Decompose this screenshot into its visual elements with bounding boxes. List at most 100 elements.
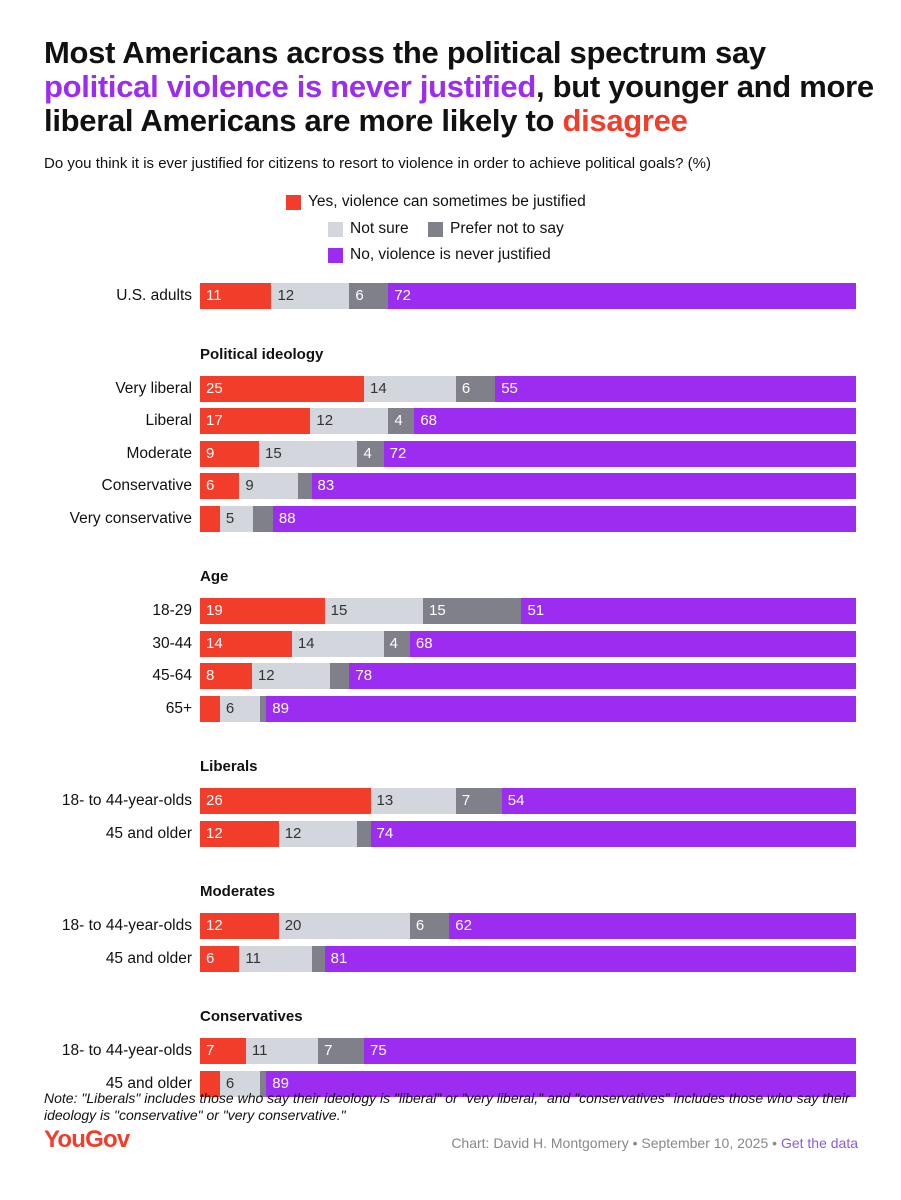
bar-segment-no [349,663,856,689]
data-label-no: 54 [507,792,525,809]
group-heading: Moderates [200,883,276,900]
bar-segment-prefer-not [259,695,267,722]
data-label-no: 51 [527,602,545,619]
data-label-yes: 25 [206,379,223,397]
bar-segment-not-sure [219,1070,260,1097]
legend-item-not-sure: Not sure [328,219,409,239]
bar-segment-not-sure [291,630,384,657]
bar-segment-no [266,1070,856,1097]
bar-segment-no [272,505,856,532]
row-label: Very liberal [115,379,192,397]
data-label-not-sure: 6 [225,1074,235,1092]
bar-segment-not-sure [310,408,389,434]
bar-segment-yes [200,473,240,499]
data-label-no: 68 [420,412,438,429]
bar-segment-no [266,695,856,722]
data-label-yes: 17 [206,412,223,429]
data-label-not-sure: 12 [277,287,295,304]
bar-segment-not-sure [219,505,253,532]
row-label: 65+ [165,699,192,717]
bar-segment-yes [200,913,279,939]
bar-segment-prefer-not [455,375,496,402]
bar-segment-yes [200,1070,220,1097]
bar-segment-not-sure [278,913,410,939]
data-label-yes: 19 [206,602,223,619]
legend-swatch-no [328,247,343,263]
chart-note: Note: "Liberals" includes those who say … [44,1090,850,1123]
data-label-no: 68 [415,634,433,652]
data-label-no: 83 [317,477,335,494]
bar-segment-yes [200,505,220,532]
bar-segment-no [311,473,856,499]
legend-swatch-yes [286,194,301,210]
bar-segment-prefer-not [357,820,371,847]
data-label-yes: 9 [206,444,215,462]
bar-segment-not-sure [324,598,424,624]
group-heading: Conservatives [200,1008,303,1025]
get-the-data-link[interactable]: Get the data [780,1135,858,1151]
group-heading: Political ideology [200,345,324,363]
data-label-not-sure: 6 [225,699,235,717]
row-label: 30-44 [152,634,192,652]
data-label-prefer-not: 7 [461,792,471,809]
data-label-prefer-not: 4 [389,634,399,652]
bar-segment-prefer-not [311,945,325,972]
bar-segment-yes [200,408,311,434]
bar-segment-no [409,630,856,657]
bar-segment-yes [200,630,292,657]
data-label-yes: 6 [206,949,215,967]
bar-segment-yes [200,695,220,722]
data-label-not-sure: 9 [245,477,254,494]
data-label-no: 75 [370,1042,387,1059]
row-label: Liberal [145,412,192,429]
bar-segment-prefer-not [298,473,312,499]
bar-segment-not-sure [259,440,358,467]
credit-text: Chart: David H. Montgomery • September 1… [451,1135,781,1151]
yougov-logo: YouGov [44,1126,130,1153]
data-label-not-sure: 12 [284,824,302,842]
row-label: U.S. adults [116,287,192,304]
bar-segment-no [388,283,856,309]
bar-segment-no [495,375,856,402]
bar-segment-yes [200,663,252,689]
data-label-prefer-not: 7 [324,1042,333,1059]
bar-segment-yes [200,440,260,467]
data-label-prefer-not: 4 [394,412,403,429]
data-label-prefer-not: 6 [461,379,471,397]
group-heading: Age [200,568,229,585]
bar-segment-not-sure [370,788,456,814]
data-label-not-sure: 11 [251,1042,268,1059]
bar-segment-prefer-not [383,630,410,657]
chart-subtitle: Do you think it is ever justified for ci… [44,155,711,172]
row-label: 45 and older [105,824,192,842]
data-label-yes: 12 [206,917,223,934]
data-label-not-sure: 11 [245,949,261,967]
bar-segment-no [501,788,856,814]
row-label: 45-64 [152,667,192,684]
data-label-no: 88 [278,509,296,527]
legend-label-no: No, violence is never justified [350,246,551,263]
bar-segment-prefer-not [329,663,350,689]
bar-segment-not-sure [278,820,358,847]
data-label-no: 62 [455,917,472,934]
data-label-not-sure: 14 [297,634,315,652]
data-label-not-sure: 20 [284,917,302,934]
data-label-not-sure: 12 [316,412,334,429]
bar-segment-prefer-not [409,913,450,939]
legend-swatch-not-sure [328,221,343,237]
bar-segment-yes [200,788,371,814]
bar-segment-prefer-not [349,283,389,309]
bar-segment-not-sure [251,663,330,689]
data-label-not-sure: 14 [370,379,387,397]
data-label-no: 72 [394,287,412,304]
row-label: 18-29 [152,602,192,619]
data-label-no: 74 [376,824,394,842]
data-label-no: 81 [330,949,348,967]
legend-label-yes: Yes, violence can sometimes be justified [308,193,586,210]
bar-segment-not-sure [239,945,312,972]
data-label-prefer-not: 6 [415,917,425,934]
data-label-yes: 14 [206,634,223,652]
data-label-no: 55 [501,379,518,397]
bar-segment-yes [200,945,240,972]
bar-segment-prefer-not [253,505,273,532]
